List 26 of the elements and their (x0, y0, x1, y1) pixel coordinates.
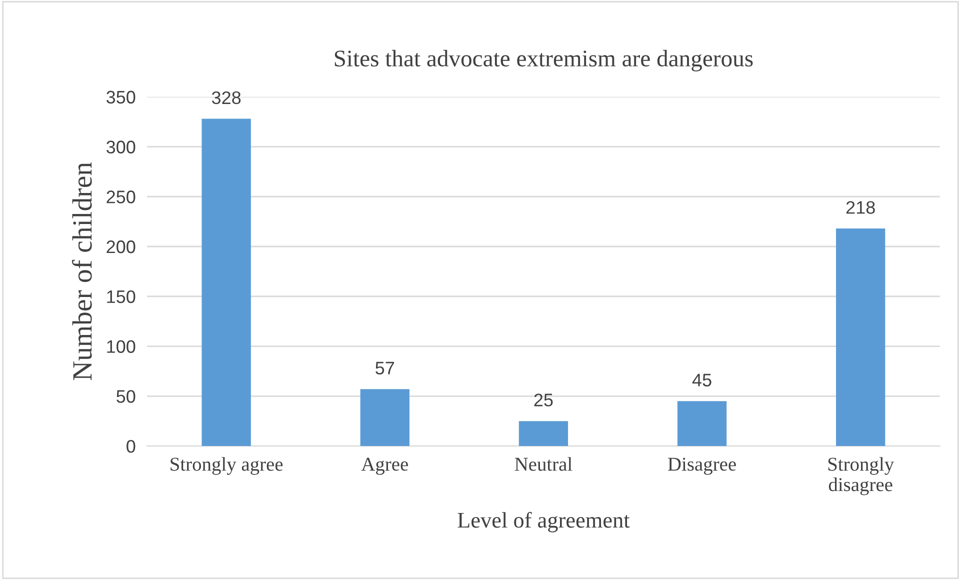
bar (202, 118, 251, 446)
y-tick-label: 50 (116, 390, 136, 403)
data-label: 25 (534, 394, 553, 406)
x-axis-title: Level of agreement (458, 512, 630, 532)
data-label: 328 (212, 91, 241, 104)
bar (518, 421, 568, 446)
data-label: 218 (846, 201, 875, 214)
bar (360, 389, 410, 446)
x-tick-label: Strongly disagree (828, 457, 894, 496)
x-tick-label: Disagree (668, 458, 736, 475)
x-tick-label: Neutral (514, 457, 572, 471)
bar (677, 401, 727, 446)
chart-title: Sites that advocate extremism are dangerous (334, 50, 753, 72)
y-tick-label: 200 (106, 240, 136, 254)
y-tick-label: 150 (107, 290, 136, 304)
y-tick-label: 100 (107, 340, 136, 353)
data-label: 57 (376, 362, 394, 374)
x-tick-label: Agree (361, 458, 408, 475)
y-tick-label: 300 (106, 140, 136, 154)
y-tick-label: 350 (106, 90, 136, 104)
y-tick-label: 0 (126, 440, 136, 453)
x-tick-label: Strongly agree (170, 457, 283, 475)
data-label: 45 (692, 374, 712, 386)
y-tick-label: 250 (106, 190, 136, 204)
y-axis-title: Number of children (72, 162, 92, 380)
bar (836, 228, 886, 446)
